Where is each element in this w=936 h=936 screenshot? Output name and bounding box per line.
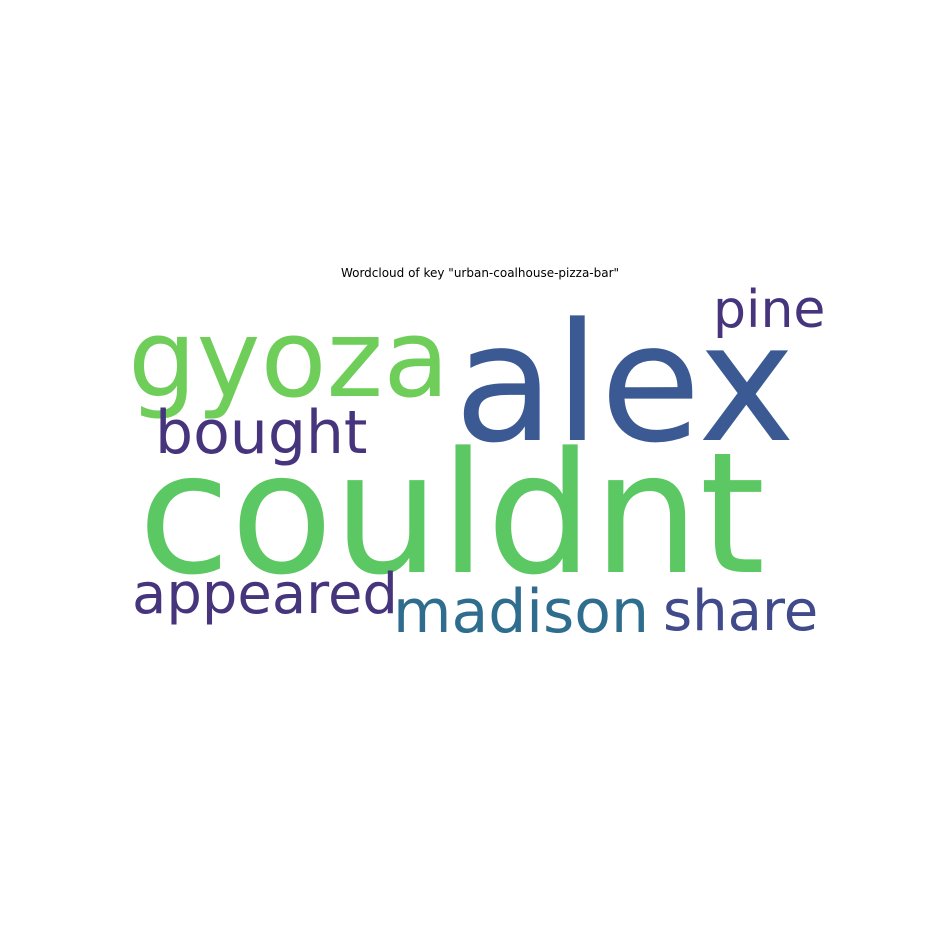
word-gyoza: gyoza: [128, 297, 449, 422]
word-couldnt: couldnt: [138, 416, 765, 612]
chart-title: Wordcloud of key "urban-coalhouse-pizza-…: [340, 266, 620, 280]
word-share: share: [663, 579, 818, 644]
word-madison: madison: [393, 577, 649, 647]
word-appeared: appeared: [132, 562, 398, 627]
word-pine: pine: [713, 280, 825, 340]
word-alex: alex: [454, 288, 795, 479]
word-bought: bought: [155, 398, 367, 468]
